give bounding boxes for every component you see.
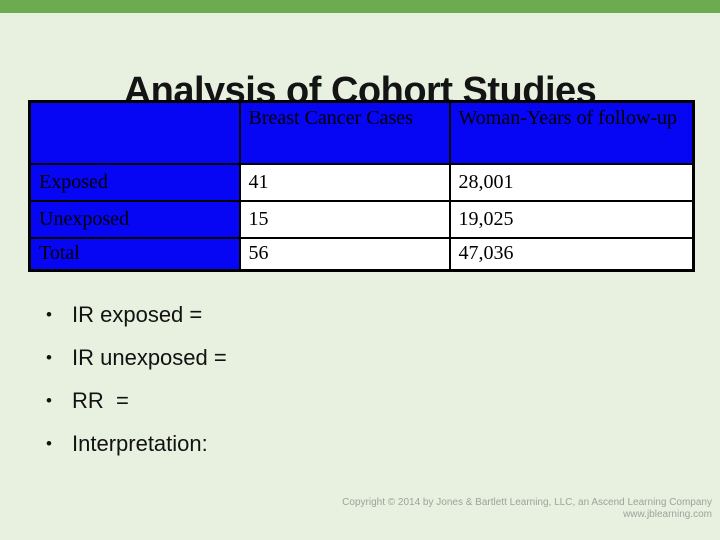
bullet-label: IR exposed = [72, 302, 203, 327]
table-row-exposed: Exposed 41 28,001 [28, 162, 695, 202]
cohort-table: Breast Cancer Cases Woman-Years of follo… [28, 100, 695, 272]
table-header-cases: Breast Cancer Cases [238, 100, 451, 165]
top-accent-bar [0, 0, 720, 13]
row-label: Total [28, 236, 241, 272]
bullet-icon: • [46, 348, 52, 367]
bullet-icon: • [46, 305, 52, 324]
row-label: Exposed [28, 162, 241, 202]
list-item: • RR = [46, 388, 546, 413]
cases-value: 56 [238, 236, 451, 272]
bullet-label: IR unexposed = [72, 345, 227, 370]
table-header-empty-cell [28, 100, 241, 165]
table-header-woman-years: Woman-Years of follow-up [448, 100, 695, 165]
table-row-unexposed: Unexposed 15 19,025 [28, 199, 695, 239]
copyright-notice: Copyright © 2014 by Jones & Bartlett Lea… [342, 497, 712, 521]
table-row-total: Total 56 47,036 [28, 236, 695, 272]
bullet-list: • IR exposed = • IR unexposed = • RR = •… [46, 302, 546, 474]
copyright-line1: Copyright © 2014 by Jones & Bartlett Lea… [342, 497, 712, 508]
list-item: • IR unexposed = [46, 345, 546, 370]
cases-value: 41 [238, 162, 451, 202]
woman-years-value: 28,001 [448, 162, 695, 202]
bullet-icon: • [46, 391, 52, 410]
list-item: • Interpretation: [46, 431, 546, 456]
bullet-label: RR = [72, 388, 129, 413]
bullet-label: Interpretation: [72, 431, 208, 456]
copyright-url: www.jblearning.com [623, 509, 712, 520]
bullet-icon: • [46, 434, 52, 453]
list-item: • IR exposed = [46, 302, 546, 327]
row-label: Unexposed [28, 199, 241, 239]
woman-years-value: 19,025 [448, 199, 695, 239]
cases-value: 15 [238, 199, 451, 239]
woman-years-value: 47,036 [448, 236, 695, 272]
table-header-row: Breast Cancer Cases Woman-Years of follo… [28, 100, 695, 165]
